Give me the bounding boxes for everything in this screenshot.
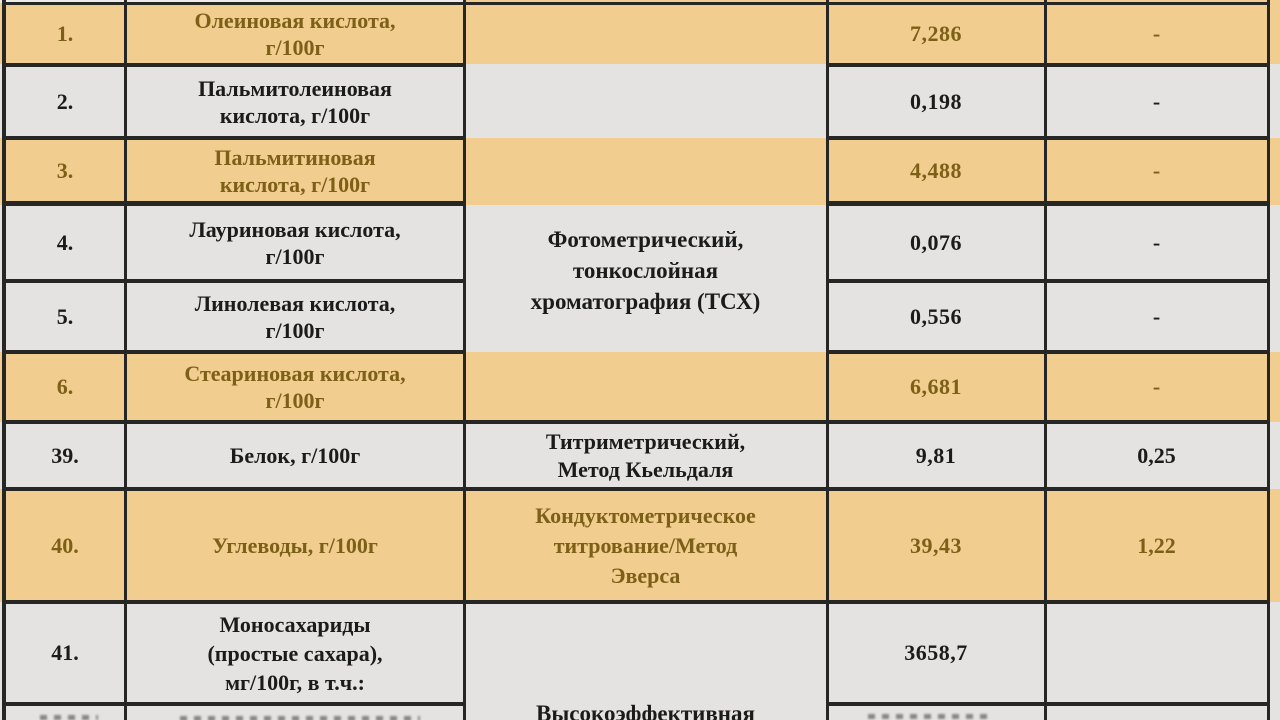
method-cell-protein: Титриметрический, Метод Кьельдаля (545, 428, 746, 482)
grid-line (124, 0, 127, 720)
row-background (0, 205, 1280, 281)
substance-name-cell: Лауриновая кислота, г/100г (189, 216, 401, 269)
uncertainty-cell: - (1152, 88, 1161, 114)
substance-name-cell: Стеариновая кислота, г/100г (184, 361, 406, 413)
value-cell: 6,681 (910, 374, 962, 399)
row-number-cell: 3. (56, 158, 74, 183)
value-cell: 3658,7 (904, 640, 968, 665)
row-number-cell: 6. (56, 374, 74, 399)
row-number-cell: 40. (51, 532, 79, 558)
grid-line (2, 600, 1270, 604)
top-edge-sliver (0, 0, 463, 3)
grid-line (826, 201, 1270, 206)
value-cell: 7,286 (910, 21, 962, 46)
grid-line (826, 63, 1270, 67)
uncertainty-cell: 1,22 (1137, 532, 1176, 558)
substance-name-cell: Олеиновая кислота, г/100г (194, 8, 396, 60)
method-cell-carbohydrates: Кондуктометрическое титрование/Метод Эве… (535, 502, 756, 588)
grid-line (2, 420, 1270, 424)
grid-line (2, 350, 463, 354)
uncertainty-cell: - (1152, 158, 1161, 183)
method-cell-sugars: Высокоэффективная (536, 701, 755, 720)
grid-line (826, 279, 1270, 283)
grid-line (826, 702, 1270, 706)
grid-line (2, 63, 463, 67)
grid-line (2, 0, 6, 720)
grid-line (826, 350, 1270, 354)
uncertainty-cell: - (1152, 374, 1161, 399)
uncertainty-cell: 0,25 (1137, 442, 1176, 468)
value-cell: 39,43 (910, 532, 962, 558)
grid-line (2, 702, 463, 706)
grid-line (463, 0, 466, 720)
substance-name-cell: Белок, г/100г (229, 443, 361, 468)
substance-name-cell: Углеводы, г/100г (212, 533, 378, 558)
row-background (0, 64, 1280, 138)
row-number-cell: 41. (51, 640, 79, 665)
row-background (0, 138, 1280, 205)
substance-name-cell: Пальмитиновая кислота, г/100г (214, 145, 376, 197)
uncertainty-cell (1047, 604, 1266, 702)
value-cell: 4,488 (910, 158, 962, 183)
row-background (0, 489, 1280, 602)
cutoff-text-fragment (180, 716, 420, 720)
grid-line (2, 136, 463, 140)
grid-line (2, 279, 463, 283)
uncertainty-cell: - (1152, 229, 1161, 255)
row-background (0, 0, 1280, 64)
substance-name-cell: Пальмитолеиновая кислота, г/100г (198, 75, 392, 128)
grid-line (2, 2, 1270, 5)
row-background (0, 602, 1280, 720)
value-cell: 9,81 (915, 442, 957, 468)
grid-line (1044, 0, 1047, 720)
grid-line (2, 487, 1270, 491)
row-number-cell: 4. (56, 229, 74, 255)
row-background (0, 281, 1280, 352)
row-number-cell: 2. (56, 88, 74, 114)
value-cell: 0,198 (910, 88, 962, 114)
uncertainty-cell: - (1152, 21, 1161, 46)
substance-name-cell: Линолевая кислота, г/100г (194, 290, 396, 343)
cutoff-text-fragment (40, 715, 98, 720)
cutoff-text-fragment (868, 714, 988, 719)
row-background (0, 422, 1280, 489)
method-cell-fatty-acids: Фотометрический, тонкослойная хроматогра… (530, 226, 761, 314)
grid-line (826, 0, 829, 720)
grid-line (826, 136, 1270, 140)
row-number-cell: 1. (56, 21, 74, 46)
grid-line (1267, 0, 1270, 720)
substance-name-cell: Моносахариды (простые сахара), мг/100г, … (207, 611, 383, 695)
grid-line (2, 201, 463, 206)
row-number-cell: 39. (51, 442, 79, 468)
row-background (0, 352, 1280, 422)
value-cell: 0,556 (910, 303, 962, 329)
uncertainty-cell: - (1152, 303, 1161, 329)
row-number-cell: 5. (56, 303, 74, 329)
value-cell: 0,076 (910, 229, 962, 255)
